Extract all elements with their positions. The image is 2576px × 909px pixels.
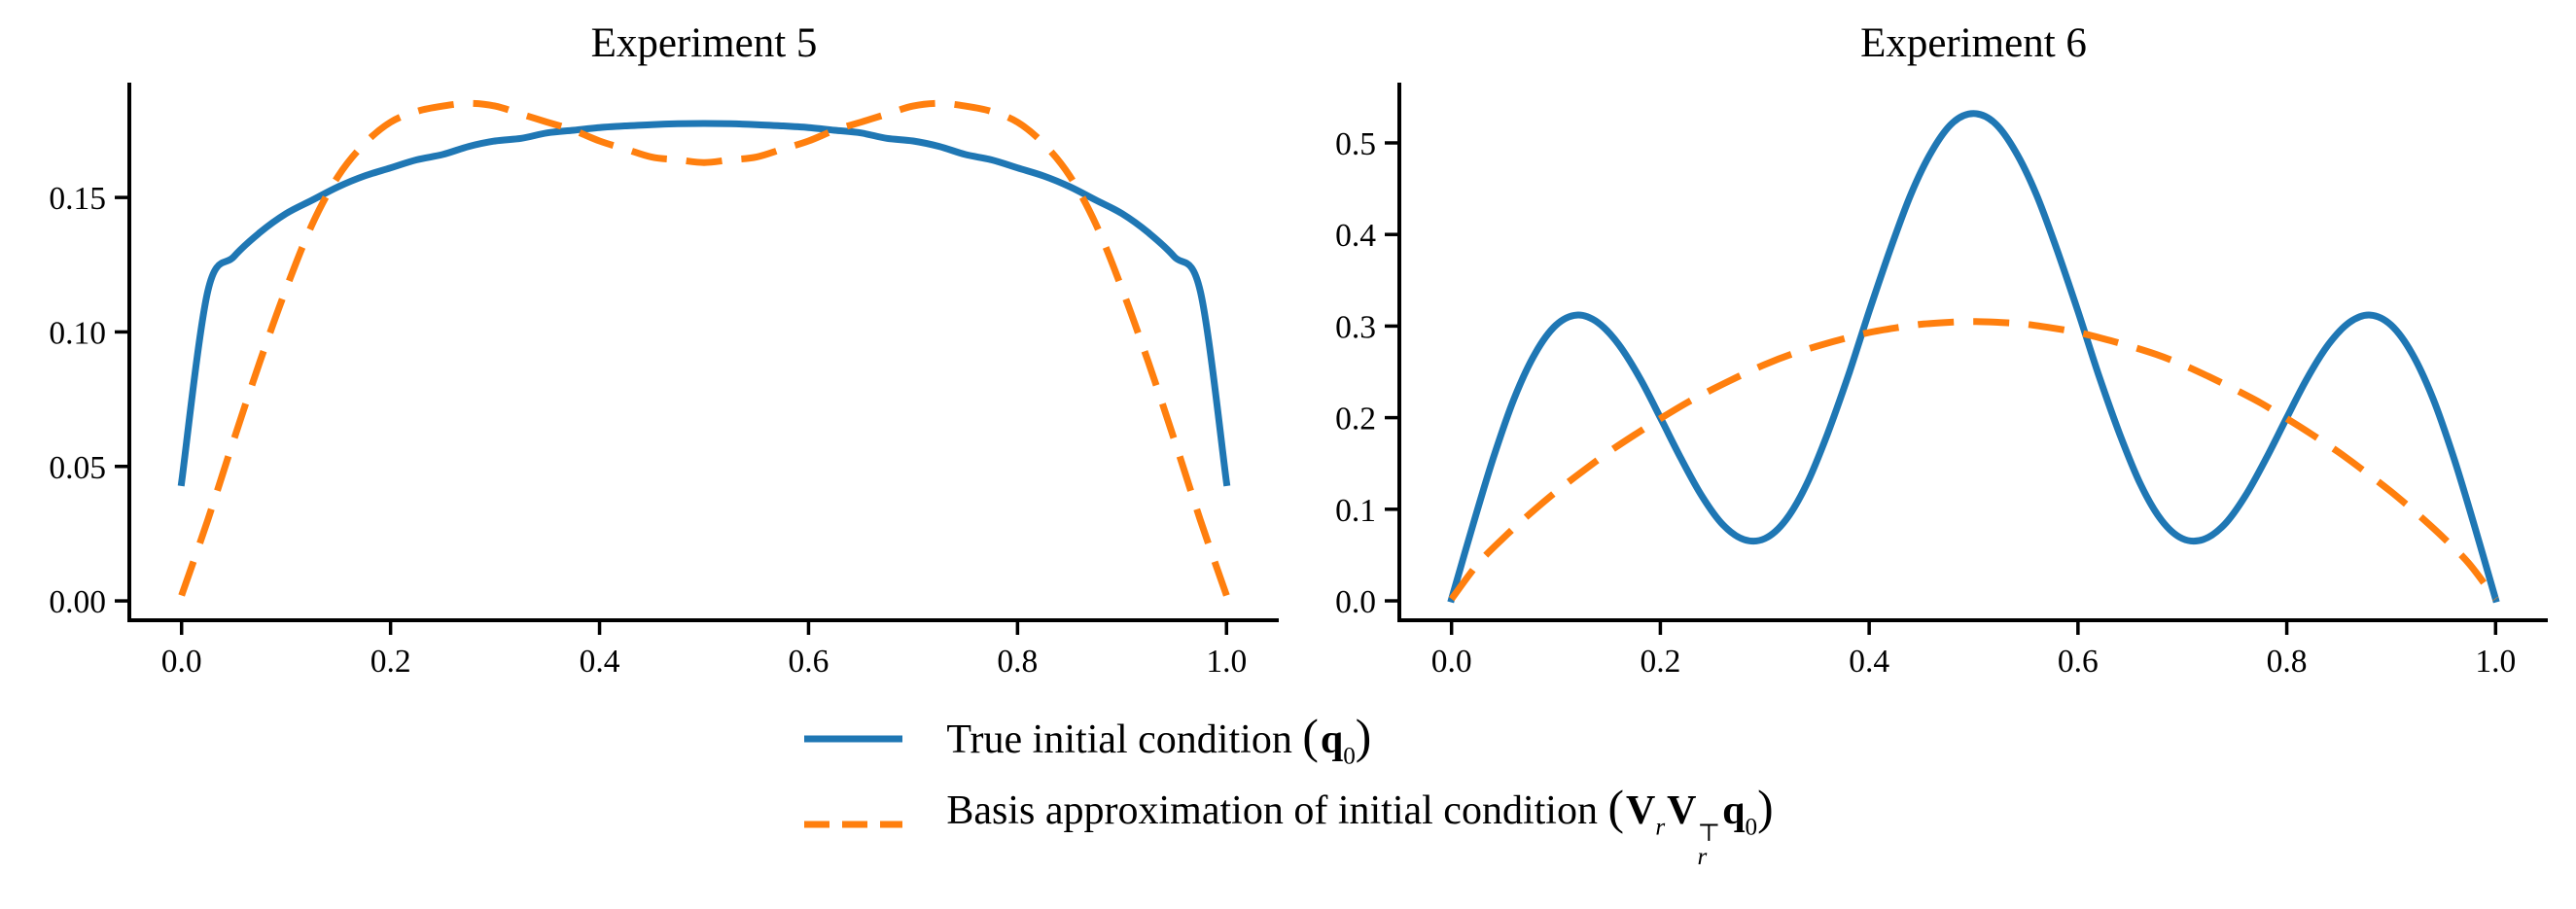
y-tick-label: 0.1 <box>1335 493 1376 529</box>
basis-approximation-curve <box>1448 318 2499 602</box>
legend-solid-line-swatch <box>804 735 903 743</box>
plot-title: Experiment 6 <box>1860 20 2087 66</box>
x-tick-label: 1.0 <box>2475 644 2516 680</box>
y-tick-label: 0.5 <box>1335 126 1376 162</box>
legend-dashed-line-swatch <box>804 821 903 828</box>
x-tick-label: 0.0 <box>161 644 202 680</box>
x-tick-label: 0.6 <box>789 644 829 680</box>
plots-row: Experiment 5 0.0 0.2 0.4 0.6 0.8 1.0 0.00 0.05 0.… <box>49 20 2548 680</box>
x-tick-label: 0.2 <box>371 644 411 680</box>
axis-spines <box>1397 83 2548 622</box>
plot-title: Experiment 5 <box>591 20 818 66</box>
x-tick-label: 0.2 <box>1640 644 1680 680</box>
chart-experiment-6: Experiment 6 0.0 0.2 0.4 0.6 0.8 1.0 0.0 0.1 0.2 0… <box>1335 20 2548 680</box>
chart-experiment-5: Experiment 5 0.0 0.2 0.4 0.6 0.8 1.0 0.00 0.05 0.… <box>49 20 1279 680</box>
legend-item-basis-approximation: Basis approximation of initial condition… <box>802 781 1774 869</box>
math-Vr-transpose: V ⊤ r <box>1667 787 1721 870</box>
true-initial-condition-curve <box>177 120 1231 487</box>
legend-text-prefix: Basis approximation of initial condition <box>946 787 1608 833</box>
axis-spines <box>127 83 1279 622</box>
x-tick-label: 0.8 <box>997 644 1038 680</box>
x-tick-label: 0.4 <box>580 644 620 680</box>
close-paren: ) <box>1355 710 1372 763</box>
x-tick-label: 1.0 <box>1206 644 1247 680</box>
y-tick-label: 0.10 <box>49 315 106 351</box>
legend: True initial condition (q0) Basis approx… <box>802 710 1774 881</box>
x-tick-label: 0.4 <box>1849 644 1889 680</box>
y-tick-label: 0.00 <box>49 584 106 620</box>
open-paren: ( <box>1607 780 1624 834</box>
y-tick-label: 0.05 <box>49 450 106 486</box>
legend-text-prefix: True initial condition <box>946 717 1303 762</box>
math-q0: q0 <box>1722 787 1758 840</box>
y-tick-label: 0.4 <box>1335 218 1376 254</box>
x-tick-label: 0.6 <box>2058 644 2099 680</box>
legend-label-basis-approximation: Basis approximation of initial condition… <box>946 781 1773 869</box>
y-tick-label: 0.0 <box>1335 584 1376 620</box>
basis-approximation-curve <box>178 99 1230 597</box>
true-initial-condition-curve <box>1447 110 2500 604</box>
legend-label-true-initial-condition: True initial condition (q0) <box>946 710 1371 769</box>
x-tick-label: 0.0 <box>1431 644 1472 680</box>
math-q0: q0 <box>1320 717 1356 770</box>
y-tick-label: 0.15 <box>49 181 106 217</box>
legend-item-true-initial-condition: True initial condition (q0) <box>802 710 1371 769</box>
open-paren: ( <box>1302 710 1319 763</box>
y-tick-label: 0.2 <box>1335 402 1376 437</box>
close-paren: ) <box>1757 780 1774 834</box>
y-tick-label: 0.3 <box>1335 309 1376 345</box>
math-Vr: Vr <box>1625 787 1666 840</box>
x-tick-label: 0.8 <box>2267 644 2308 680</box>
